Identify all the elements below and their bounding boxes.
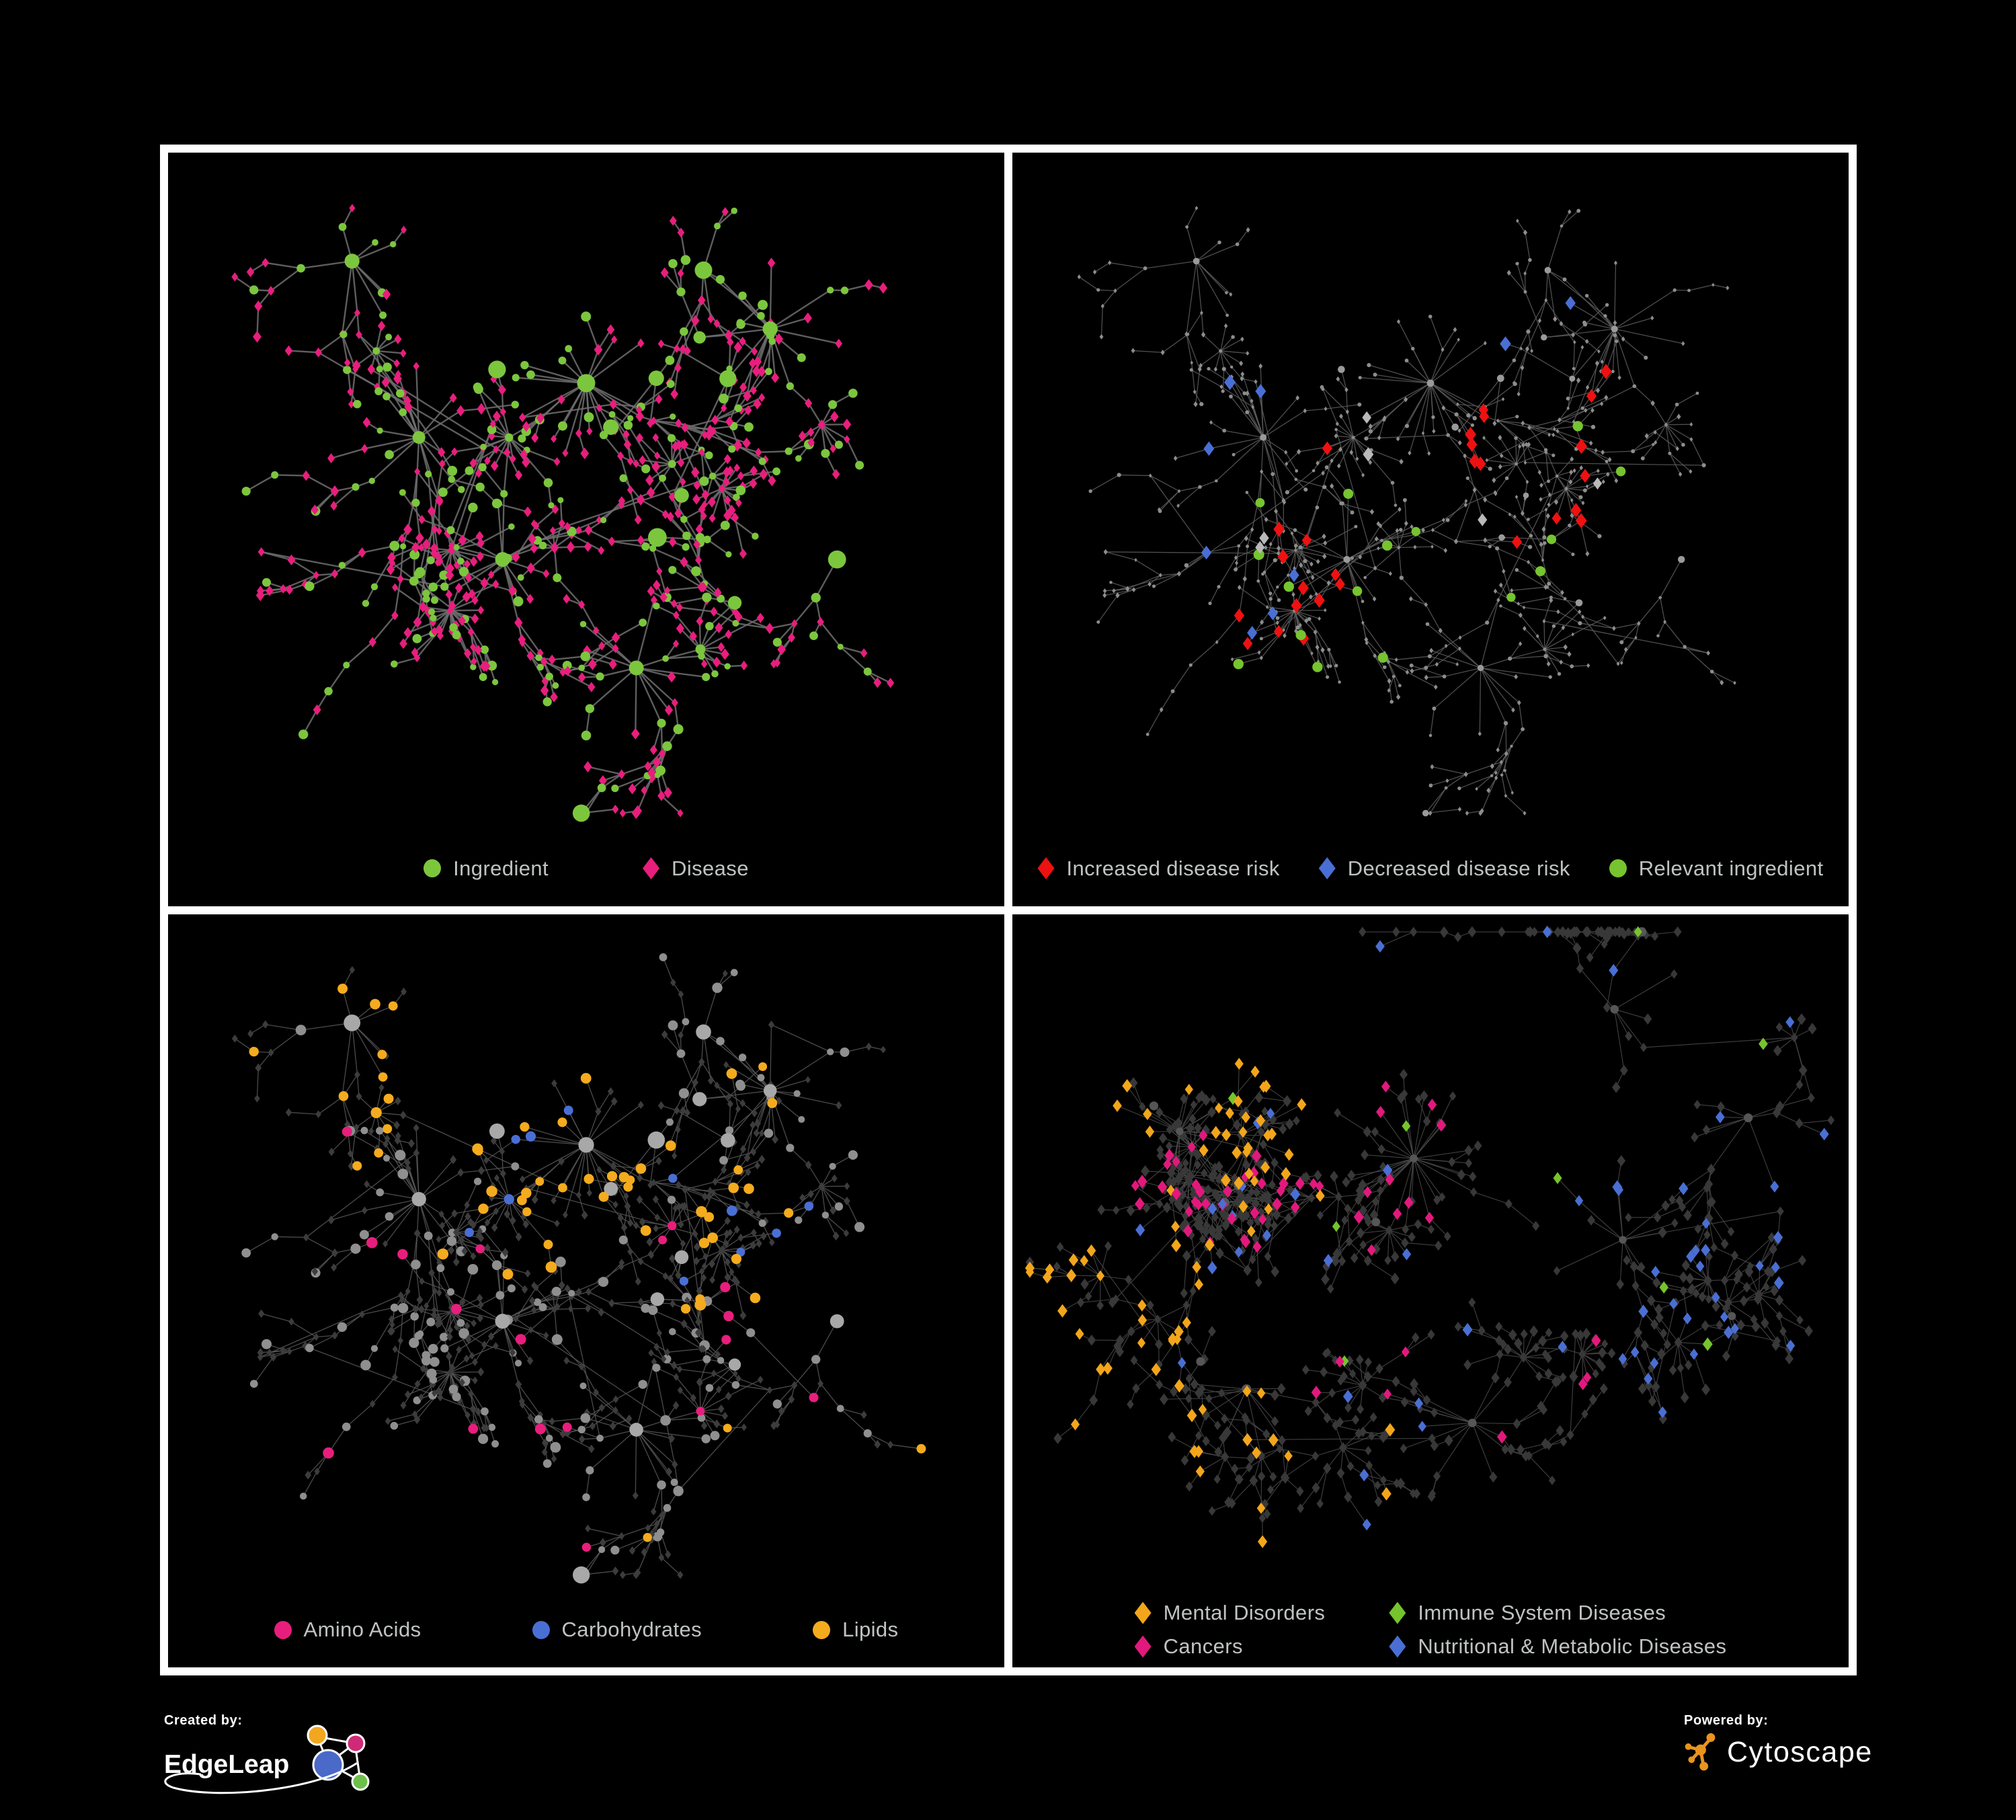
legend-swatch-ingredient xyxy=(424,859,442,877)
legend-label: Nutritional & Metabolic Diseases xyxy=(1418,1634,1727,1658)
edgeleap-wordmark: EdgeLeap xyxy=(164,1749,290,1779)
legend-item: Mental Disorders xyxy=(1134,1601,1326,1625)
legend-label: Increased disease risk xyxy=(1066,856,1280,880)
legend-swatch-amino-acids xyxy=(274,1620,292,1639)
legend-label: Lipids xyxy=(842,1618,899,1641)
legend-item: Relevant ingredient xyxy=(1609,857,1824,881)
node-layer xyxy=(231,953,893,1579)
disease-risk-graph xyxy=(1077,206,1736,817)
edge-layer xyxy=(234,957,922,1575)
legend-item: Disease xyxy=(643,857,749,881)
legend-item: Increased disease risk xyxy=(1037,856,1280,881)
legend-label: Cancers xyxy=(1163,1634,1243,1658)
highlight-layer xyxy=(249,983,926,1552)
created-by-block: Created by: EdgeLeap xyxy=(164,1713,376,1797)
hub-layer xyxy=(344,253,846,822)
edgeleap-logo-icon xyxy=(307,1725,370,1791)
panel-legend: Amino Acids Carbohydrates Lipids xyxy=(168,1592,1004,1667)
legend-item: Lipids xyxy=(813,1618,898,1642)
edge-layer xyxy=(1029,931,1831,1542)
node-layer xyxy=(231,204,895,820)
highlight-layer xyxy=(1201,296,1626,672)
ingredient-disease-graph xyxy=(231,204,895,822)
disease-class-graph xyxy=(1024,925,1835,1548)
legend-item: Cancers xyxy=(1134,1634,1326,1659)
legend-label: Amino Acids xyxy=(303,1618,421,1641)
legend-label: Decreased disease risk xyxy=(1347,856,1570,880)
panel-legend: Mental Disorders Immune System Diseases Ca… xyxy=(1012,1592,1849,1667)
panel-legend: Increased disease risk Decreased disease … xyxy=(1012,831,1849,906)
figure-frame: Ingredient Disease Increased disease risk… xyxy=(160,145,1857,1675)
nutrient-class-graph xyxy=(231,953,926,1583)
legend-label: Carbohydrates xyxy=(561,1618,702,1641)
legend-item: Nutritional & Metabolic Diseases xyxy=(1389,1634,1726,1659)
legend-item: Immune System Diseases xyxy=(1389,1601,1726,1625)
legend-label: Relevant ingredient xyxy=(1638,856,1824,880)
powered-by-block: Powered by: Cytoscape xyxy=(1684,1713,1873,1773)
edge-layer xyxy=(1078,208,1735,814)
node-layer xyxy=(1077,206,1736,816)
logo-node-magenta xyxy=(346,1733,366,1753)
legend-swatch-increased-disease-risk xyxy=(1037,857,1055,879)
legend-swatch-decreased-disease-risk xyxy=(1318,857,1336,879)
hub-layer xyxy=(1193,258,1685,817)
logo-node-green xyxy=(351,1772,370,1791)
panel-legend: Ingredient Disease xyxy=(168,831,1004,906)
panel-disease-risk: Increased disease risk Decreased disease … xyxy=(1012,153,1849,906)
logo-node-orange xyxy=(307,1725,328,1746)
legend-label: Mental Disorders xyxy=(1163,1601,1326,1624)
legend-swatch-mental-disorders xyxy=(1134,1601,1152,1624)
legend-swatch-carbohydrates xyxy=(532,1620,550,1639)
legend-label: Ingredient xyxy=(453,856,549,880)
legend-swatch-lipids xyxy=(813,1620,831,1639)
legend-swatch-cancers xyxy=(1134,1635,1152,1658)
node-layer xyxy=(1025,925,1835,1523)
logo-node-blue xyxy=(312,1749,344,1781)
legend-item: Decreased disease risk xyxy=(1318,856,1570,881)
legend-swatch-relevant-ingredient xyxy=(1609,859,1627,877)
edge-layer xyxy=(234,207,891,814)
legend-label: Disease xyxy=(672,856,749,880)
hub-layer xyxy=(344,1014,844,1583)
highlight-layer xyxy=(1024,925,1829,1548)
panel-nutrient-classes: Amino Acids Carbohydrates Lipids xyxy=(168,914,1004,1667)
legend-swatch-nutritional-metabolic-diseases xyxy=(1389,1635,1406,1658)
cytoscape-wordmark: Cytoscape xyxy=(1727,1735,1873,1768)
legend-label: Immune System Diseases xyxy=(1418,1601,1666,1624)
legend-item: Ingredient xyxy=(424,857,549,881)
panel-disease-classes: Mental Disorders Immune System Diseases Ca… xyxy=(1012,914,1849,1667)
legend-swatch-disease xyxy=(643,857,660,879)
panel-ingredient-disease: Ingredient Disease xyxy=(168,153,1004,906)
legend-item: Amino Acids xyxy=(274,1618,421,1642)
created-by-label: Created by: xyxy=(164,1713,243,1728)
powered-by-label: Powered by: xyxy=(1684,1713,1769,1728)
legend-swatch-immune-system-diseases xyxy=(1389,1601,1406,1624)
cytoscape-logo-icon xyxy=(1685,1733,1716,1771)
legend-item: Carbohydrates xyxy=(532,1618,702,1642)
